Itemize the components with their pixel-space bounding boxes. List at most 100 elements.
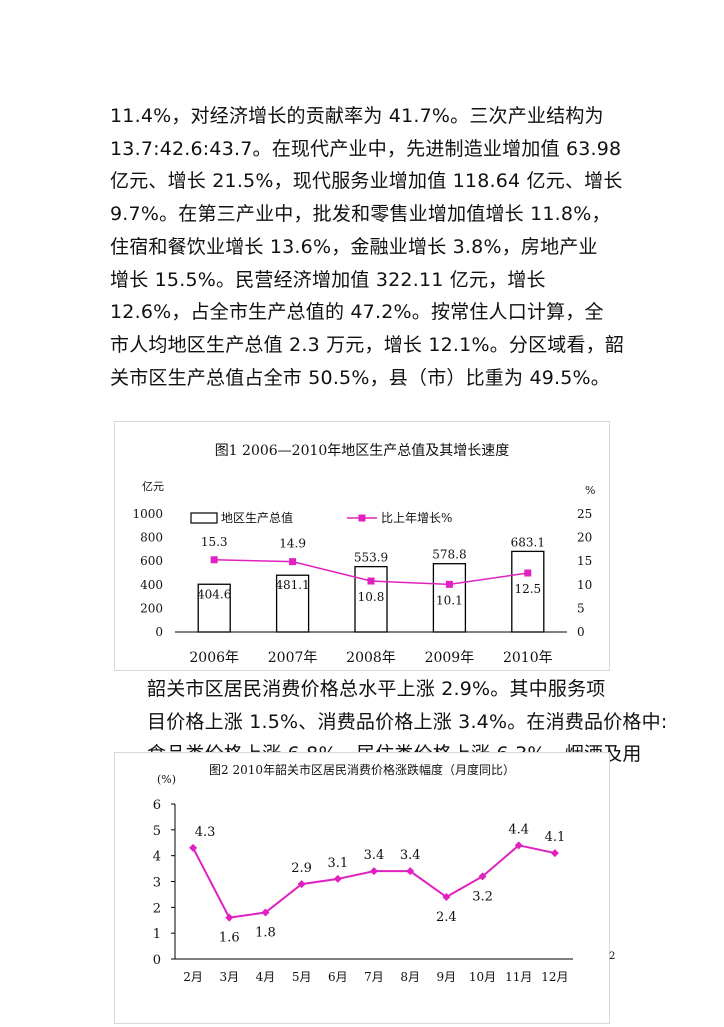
chart2-xtick: 9月: [437, 970, 457, 984]
chart1-ytick-left: 400: [140, 578, 163, 592]
chart2-cpi-marker: [514, 841, 523, 850]
chart2-ytick: 1: [153, 927, 161, 942]
chart2-ytick: 6: [153, 798, 161, 813]
chart1-xtick: 2008年: [346, 650, 396, 666]
chart2-ytick: 4: [153, 850, 161, 865]
chart2-cpi-marker: [406, 867, 415, 876]
chart1-ytick-left: 0: [155, 625, 163, 639]
paragraph2-line: 韶关市区居民消费价格总水平上涨 2.9%。其中服务项: [147, 678, 606, 700]
chart2-cpi-marker: [478, 872, 487, 881]
chart1-bar-label: 553.9: [354, 551, 388, 565]
chart1-ytick-left: 600: [140, 554, 163, 568]
chart2-cpi-marker: [297, 880, 306, 889]
chart1-legend-bar-label: 地区生产总值: [221, 510, 293, 525]
chart2-cpi-marker: [370, 867, 378, 876]
chart1-bar: [275, 574, 310, 633]
chart2-cpi-marker: [189, 843, 198, 852]
chart1-growth-label: 10.1: [436, 593, 463, 607]
chart1-xtick: 2006年: [189, 650, 239, 666]
chart1-legend-line-marker: [358, 514, 366, 522]
chart2-data-label: 2.9: [291, 861, 312, 876]
chart2-data-label: 4.3: [195, 825, 216, 840]
chart1-ytick-right: 10: [577, 578, 592, 592]
chart1-ytick-right: 20: [577, 531, 592, 545]
chart1-xtick: 2007年: [268, 650, 318, 666]
chart2-ytick: 5: [153, 824, 161, 839]
chart1-bar-label: 481.1: [275, 578, 309, 592]
chart1-bar: [511, 550, 545, 633]
paragraph1-line: 住宿和餐饮业增长 13.6%，金融业增长 3.8%，房地产业: [110, 235, 598, 258]
chart1-growth-marker: [524, 569, 532, 577]
chart1-ylabel-left: 亿元: [142, 480, 164, 493]
chart2-cpi-marker: [442, 893, 451, 901]
chart1-bar: [432, 563, 467, 633]
chart1-bar-label: 578.8: [432, 548, 466, 562]
chart1-xtick: 2010年: [503, 650, 553, 666]
paragraph2-line: 目价格上涨 1.5%、消费品价格上涨 3.4%。在消费品价格中:: [147, 710, 668, 733]
chart1-title: 图1 2006—2010年地区生产总值及其增长速度: [215, 443, 510, 459]
chart2-cpi-marker: [333, 874, 342, 883]
chart2-data-label: 2.4: [436, 910, 457, 925]
figure-gdp-growth: 图1 2006—2010年地区生产总值及其增长速度 亿元% 0 200 400 600 80…: [114, 421, 610, 671]
chart1-bar: [354, 565, 388, 633]
paragraph1-line: 市人均地区生产总值 2.3 万元，增长 12.1%。分区域看，韶: [110, 333, 625, 356]
chart1-ytick-left: 1000: [132, 507, 163, 521]
chart2-xtick: 6月: [328, 970, 348, 984]
chart2-ytick: 3: [153, 876, 161, 891]
chart1-ytick-left: 200: [140, 601, 163, 615]
chart1-bar-label: 404.6: [197, 587, 231, 601]
chart2-xtick: 2月: [183, 970, 203, 984]
chart2-ytick: 0: [153, 953, 161, 968]
chart1-legend-line-label: 比上年增长%: [381, 511, 452, 525]
page-number: 2: [609, 951, 616, 962]
chart1-ytick-left: 800: [140, 531, 163, 545]
chart1-growth-marker: [289, 558, 297, 566]
chart2-data-label: 1.8: [255, 926, 276, 941]
paragraph1-line: 亿元、增长 21.5%，现代服务业增加值 118.64 亿元、增长: [110, 170, 623, 193]
paragraph1-line: 9.7%。在第三产业中，批发和零售业增加值增长 11.8%，: [110, 203, 611, 226]
chart2-data-label: 3.1: [327, 856, 348, 871]
chart1-bar: [197, 583, 231, 633]
chart2-data-label: 3.4: [364, 848, 385, 863]
paragraph1-line: 增长 15.5%。民营经济增加值 322.11 亿元，增长: [110, 268, 546, 291]
chart1-legend-bar-swatch: [190, 512, 218, 524]
chart2-data-label: 4.1: [545, 830, 566, 845]
chart1-growth-label: 15.3: [201, 535, 228, 549]
chart2-xtick: 3月: [219, 970, 239, 984]
chart2-title: 图2 2010年韶关市区居民消费价格涨跌幅度（月度同比）: [209, 762, 515, 777]
chart2-ylabel: (%): [157, 773, 176, 786]
chart1-growth-label: 12.5: [514, 582, 541, 596]
cpi-chart-svg: 图2 2010年韶关市区居民消费价格涨跌幅度（月度同比） (%) 0 1 2 3 4 5 6 4.…: [153, 762, 573, 984]
chart1-ytick-right: 5: [577, 601, 585, 615]
chart2-xtick: 5月: [292, 970, 312, 984]
chart1-ytick-right: 25: [577, 507, 592, 521]
chart1-growth-label: 14.9: [279, 537, 306, 551]
chart1-ytick-right: 0: [577, 625, 585, 639]
body-paragraph-gdp: 11.4%，对经济增长的贡献率为 41.7%。三次产业结构为 13.7:42.6:…: [110, 100, 625, 394]
chart2-data-label: 3.2: [472, 889, 493, 904]
chart1-growth-label: 10.8: [358, 590, 385, 604]
paragraph1-line: 关市区生产总值占全市 50.5%，县（市）比重为 49.5%。: [110, 366, 610, 389]
chart1-ylabel-right: %: [585, 484, 595, 497]
chart2-xtick: 11月: [505, 970, 532, 984]
paragraph1-line: 12.6%，占全市生产总值的 47.2%。按常住人口计算，全: [110, 301, 604, 324]
chart1-growth-marker: [445, 580, 453, 588]
chart2-data-label: 3.4: [400, 848, 421, 863]
paragraph1-line: 11.4%，对经济增长的贡献率为 41.7%。三次产业结构为: [110, 105, 604, 127]
chart1-growth-marker: [210, 556, 218, 564]
chart1-growth-marker: [367, 577, 375, 585]
chart2-xtick: 10月: [469, 970, 496, 984]
chart2-cpi-marker: [261, 908, 270, 917]
chart2-xtick: 12月: [541, 970, 568, 984]
chart2-cpi-marker: [550, 849, 559, 858]
chart1-ytick-right: 15: [577, 554, 592, 568]
chart1-xtick: 2009年: [425, 650, 475, 666]
paragraph1-line: 13.7:42.6:43.7。在现代产业中，先进制造业增加值 63.98: [110, 137, 622, 160]
chart2-data-label: 1.6: [219, 931, 240, 946]
chart2-cpi-marker: [225, 913, 234, 922]
chart2-xtick: 8月: [400, 970, 420, 984]
chart2-xtick: 4月: [256, 970, 276, 984]
figure-cpi-monthly: 图2 2010年韶关市区居民消费价格涨跌幅度（月度同比） (%) 0 1 2 3 4 5 6 4.…: [114, 752, 610, 1024]
chart2-ytick: 2: [153, 901, 161, 916]
chart2-data-label: 4.4: [508, 822, 529, 837]
